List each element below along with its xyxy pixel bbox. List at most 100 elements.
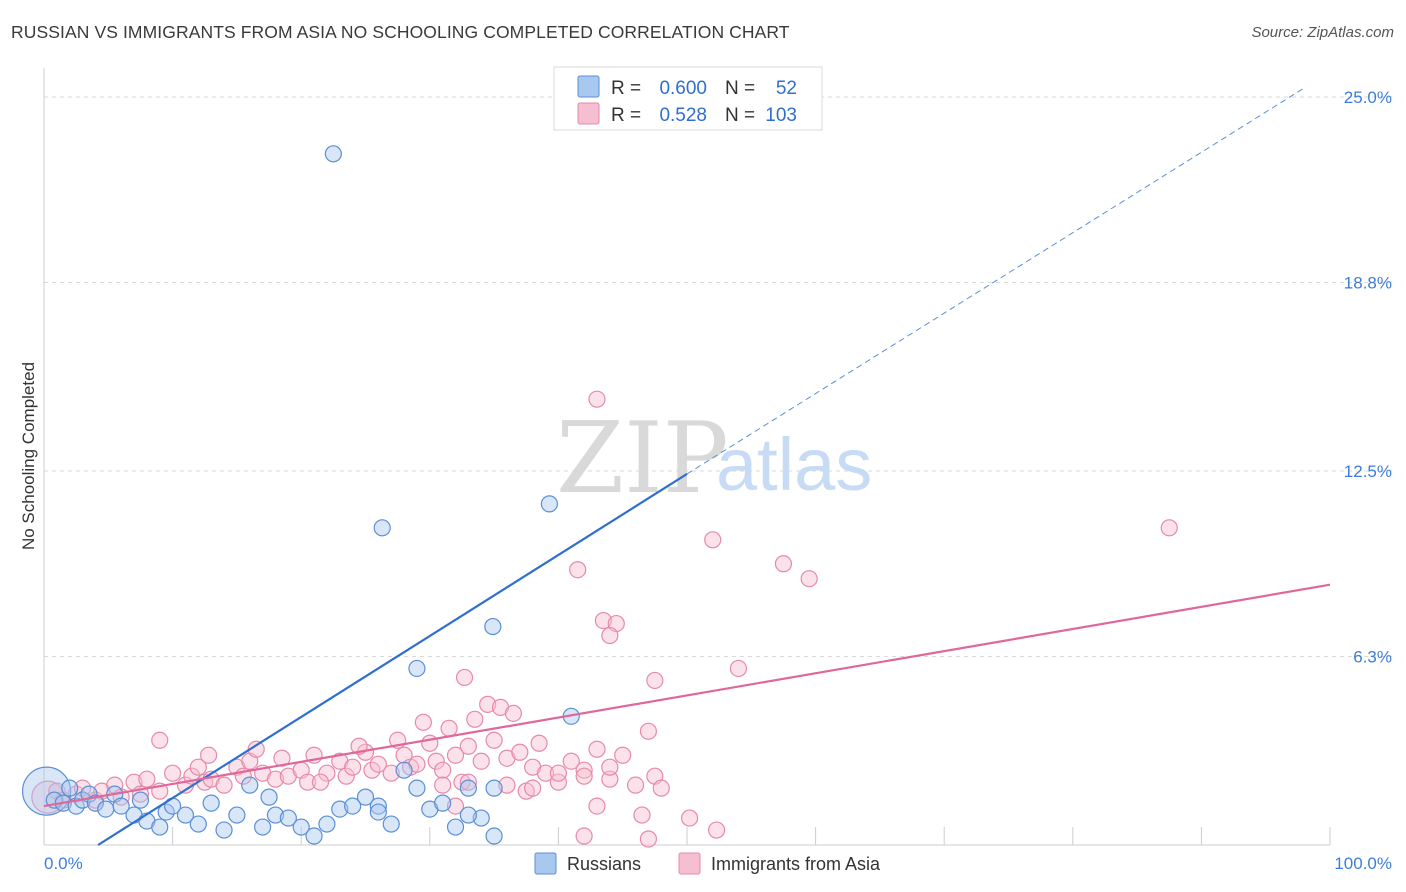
point-russians-17: [176, 806, 195, 824]
point-immigrants-asia-37: [382, 764, 400, 782]
point-immigrants-asia-44: [446, 746, 465, 764]
trendline-russians: [97, 473, 688, 846]
watermark-atlas: atlas: [716, 423, 872, 506]
point-russians-22: [241, 776, 259, 794]
point-immigrants-asia-80: [601, 758, 619, 776]
point-immigrants-asia-67: [440, 719, 458, 737]
point-immigrants-asia-86: [588, 797, 606, 815]
point-immigrants-asia-102: [1160, 519, 1178, 537]
y-axis-label: No Schooling Completed: [19, 362, 38, 550]
point-immigrants-asia-43: [434, 761, 452, 779]
point-immigrants-asia-19: [215, 776, 233, 794]
chart-source: Source: ZipAtlas.com: [1251, 24, 1394, 41]
point-immigrants-asia-72: [455, 668, 474, 687]
point-immigrants-asia-45: [453, 773, 471, 791]
x-tick-label-0: 0.0%: [44, 854, 83, 873]
axes: [43, 68, 1331, 846]
point-immigrants-asia-75: [498, 776, 516, 794]
bottom-legend-label-immigrants-asia: Immigrants from Asia: [711, 854, 881, 874]
point-immigrants-asia-69: [479, 695, 497, 713]
point-immigrants-asia-42: [427, 752, 445, 770]
point-immigrants-asia-79: [575, 767, 593, 785]
point-russians-42: [485, 827, 503, 845]
point-russians-36: [408, 779, 426, 797]
point-immigrants-asia-84: [633, 806, 651, 824]
point-immigrants-asia-94: [594, 611, 613, 630]
point-immigrants-asia-46: [459, 737, 477, 755]
legend-r-label-russians: R =: [611, 78, 641, 99]
legend-r-value-immigrants-asia: 0.528: [659, 105, 707, 126]
point-immigrants-asia-77: [524, 779, 542, 797]
point-russians-41: [472, 809, 490, 827]
series-legend: Russians Immigrants from Asia: [534, 852, 881, 875]
point-russians-26: [279, 809, 297, 827]
point-russians-18: [189, 815, 207, 833]
point-russians-47: [540, 495, 558, 513]
point-immigrants-asia-4: [73, 779, 92, 797]
tick-labels: 6.3% 12.5% 18.8% 25.0% 0.0% 100.0%: [44, 88, 1392, 873]
point-immigrants-asia-100: [729, 659, 748, 678]
data-points: [21, 145, 1178, 848]
point-russians-32: [356, 788, 375, 806]
point-immigrants-asia-71: [504, 704, 522, 722]
legend-r-value-russians: 0.600: [659, 78, 707, 99]
point-immigrants-asia-57: [588, 740, 606, 758]
point-immigrants-asia-30: [318, 764, 336, 782]
point-russians-40: [459, 779, 477, 797]
point-immigrants-asia-59: [614, 746, 632, 764]
bottom-legend-swatch-russians: [534, 852, 557, 875]
y-tick-label-2: 18.8%: [1344, 273, 1392, 292]
point-immigrants-asia-97: [704, 531, 722, 549]
point-immigrants-asia-11: [138, 770, 156, 788]
legend-r-label-immigrants-asia: R =: [611, 105, 641, 126]
point-russians-10: [112, 797, 130, 815]
trendline-immigrants-asia: [43, 583, 1331, 808]
point-immigrants-asia-3: [67, 785, 85, 803]
point-immigrants-asia-88: [575, 827, 593, 845]
point-russians-3: [61, 779, 79, 797]
point-immigrants-asia-96: [601, 626, 619, 645]
point-russians-20: [215, 821, 233, 839]
point-immigrants-asia-91: [707, 821, 726, 839]
point-immigrants-asia-36: [369, 755, 387, 773]
legend-n-label-immigrants-asia: N =: [725, 105, 755, 126]
point-immigrants-asia-90: [680, 809, 699, 827]
bottom-legend-swatch-immigrants-asia: [678, 852, 701, 875]
point-immigrants-asia-66: [414, 713, 432, 731]
point-immigrants-asia-33: [344, 758, 362, 776]
point-russians-33: [369, 797, 387, 815]
point-russians-31: [344, 797, 362, 815]
point-immigrants-asia-35: [363, 761, 381, 779]
point-immigrants-asia-54: [549, 773, 568, 791]
y-tick-label-1: 12.5%: [1344, 462, 1392, 481]
point-immigrants-asia-98: [774, 555, 793, 573]
x-tick-label-1: 100.0%: [1334, 854, 1392, 873]
point-immigrants-asia-99: [800, 570, 818, 588]
point-russians-12: [131, 791, 150, 809]
point-immigrants-asia-52: [530, 734, 548, 752]
point-russians-44: [369, 803, 387, 821]
point-russians-25: [266, 806, 285, 824]
point-russians-39: [446, 818, 465, 836]
point-russians-48: [484, 617, 502, 636]
point-immigrants-asia-68: [466, 710, 484, 728]
point-russians-38: [434, 794, 452, 812]
legend-n-value-immigrants-asia: 103: [765, 105, 797, 126]
point-russians-30: [331, 800, 349, 818]
point-russians-45: [324, 145, 342, 163]
watermark-zip: ZIP: [556, 402, 729, 516]
point-immigrants-asia-63: [311, 773, 330, 791]
legend-swatch-immigrants-asia: [577, 102, 600, 125]
point-russians-28: [305, 827, 323, 845]
grid-lines: [44, 96, 1392, 657]
point-immigrants-asia-85: [652, 779, 670, 797]
trend-lines: [43, 87, 1331, 846]
point-russians-49: [408, 659, 426, 678]
point-immigrants-asia-53: [536, 764, 555, 782]
trendline-russians-extension: [686, 87, 1305, 475]
y-tick-label-3: 25.0%: [1344, 88, 1392, 107]
point-russians-21: [228, 806, 246, 824]
point-immigrants-asia-24: [266, 770, 285, 788]
point-immigrants-asia-89: [639, 830, 658, 848]
